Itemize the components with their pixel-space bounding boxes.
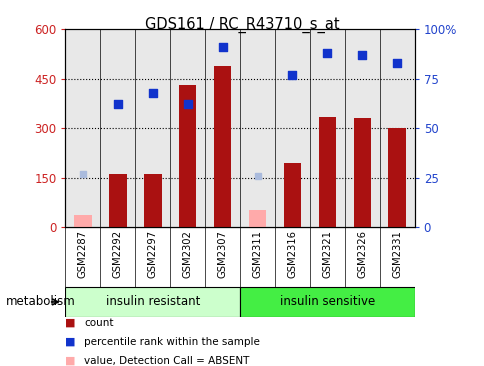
Text: GSM2311: GSM2311 [252, 230, 262, 278]
Bar [353, 118, 370, 227]
Text: metabolism: metabolism [6, 295, 76, 309]
Bar [144, 174, 161, 227]
Point [393, 60, 400, 66]
Point [288, 72, 296, 78]
Bar [248, 210, 266, 227]
Text: count: count [84, 318, 113, 328]
Text: GSM2326: GSM2326 [357, 230, 366, 278]
Point [358, 52, 365, 58]
Text: GSM2316: GSM2316 [287, 230, 297, 278]
Bar [213, 66, 231, 227]
Text: percentile rank within the sample: percentile rank within the sample [84, 337, 259, 347]
Bar [65, 287, 240, 317]
Text: GSM2331: GSM2331 [392, 230, 401, 278]
Point [114, 101, 121, 107]
Text: GSM2307: GSM2307 [217, 230, 227, 278]
Text: value, Detection Call = ABSENT: value, Detection Call = ABSENT [84, 356, 249, 366]
Point [79, 171, 87, 176]
Point [183, 101, 191, 107]
Text: ■: ■ [65, 318, 76, 328]
Bar [179, 85, 196, 227]
Point [149, 90, 156, 96]
Text: GSM2297: GSM2297 [148, 230, 157, 278]
Text: GSM2302: GSM2302 [182, 230, 192, 278]
Point [218, 44, 226, 50]
Text: insulin sensitive: insulin sensitive [279, 295, 374, 309]
Text: ■: ■ [65, 356, 76, 366]
Bar [283, 163, 301, 227]
Text: ■: ■ [65, 337, 76, 347]
Bar [74, 215, 91, 227]
Bar [388, 128, 405, 227]
Bar [240, 287, 414, 317]
Text: GSM2287: GSM2287 [78, 230, 88, 278]
Bar [318, 116, 335, 227]
Point [253, 173, 261, 179]
Bar [109, 174, 126, 227]
Text: GSM2321: GSM2321 [322, 230, 332, 278]
Point [323, 50, 331, 56]
Text: GSM2292: GSM2292 [113, 230, 122, 278]
Text: GDS161 / RC_R43710_s_at: GDS161 / RC_R43710_s_at [145, 16, 339, 33]
Text: insulin resistant: insulin resistant [106, 295, 199, 309]
